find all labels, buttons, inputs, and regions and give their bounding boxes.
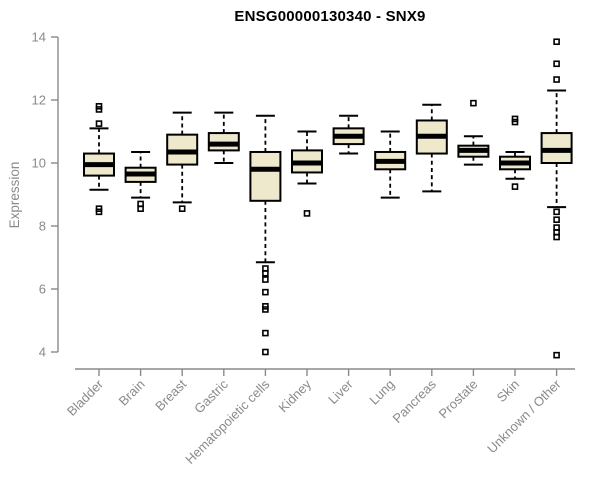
x-tick-label: Breast: [152, 376, 189, 413]
x-tick-label: Skin: [494, 377, 522, 405]
x-tick-label: Unknown / Other: [484, 376, 564, 456]
outlier-point: [511, 183, 519, 190]
outlier-point: [262, 348, 269, 356]
outlier-point: [553, 60, 560, 68]
boxplot-box-breast: [166, 111, 199, 212]
boxplot-box-lung: [374, 130, 407, 199]
outlier-point: [303, 210, 311, 217]
outlier-point: [178, 205, 186, 212]
outlier-point: [262, 306, 269, 313]
outlier-point: [262, 276, 269, 283]
y-tick-label: 10: [32, 156, 46, 171]
boxplot-box-pancreas: [415, 103, 448, 193]
y-axis-label: Expression: [7, 161, 22, 229]
outlier-point: [553, 76, 560, 83]
outlier-point: [553, 38, 560, 46]
x-tick-label: Brain: [116, 377, 148, 409]
outlier-point: [262, 269, 269, 277]
boxplot-box-liver: [332, 114, 365, 155]
x-tick-label: Gastric: [191, 376, 231, 416]
outlier-point: [553, 208, 560, 216]
boxplot-box-skin: [499, 115, 531, 190]
x-tick-label: Pancreas: [389, 376, 439, 426]
y-tick-label: 14: [32, 30, 46, 45]
iqr-box: [249, 150, 282, 202]
outlier-point: [95, 120, 103, 127]
y-tick-label: 6: [39, 282, 46, 297]
boxplot-box-kidney: [291, 130, 323, 217]
outlier-point: [470, 99, 477, 107]
x-tick-label: Liver: [325, 376, 356, 407]
outlier-point: [95, 106, 103, 113]
outlier-point: [262, 288, 269, 296]
outlier-point: [137, 205, 144, 212]
y-tick-label: 8: [39, 219, 46, 234]
boxplot-box-hematopoietic-cells: [249, 114, 282, 356]
outlier-point: [553, 351, 560, 359]
y-tick-label: 4: [39, 345, 46, 360]
boxplot-box-unknown-other: [540, 38, 573, 359]
x-tick-label: Prostate: [436, 377, 481, 422]
outlier-point: [262, 329, 269, 337]
x-tick-label: Lung: [366, 377, 397, 408]
chart-title: ENSG00000130340 - SNX9: [234, 8, 426, 25]
outlier-point: [95, 208, 103, 216]
outlier-point: [511, 118, 519, 126]
boxplot-box-prostate: [457, 99, 490, 166]
outlier-point: [553, 216, 560, 223]
boxplot-box-bladder: [83, 103, 115, 216]
y-tick-label: 12: [32, 93, 46, 108]
outlier-point: [553, 233, 560, 241]
boxplot-box-gastric: [207, 111, 240, 164]
x-tick-label: Bladder: [64, 376, 107, 419]
boxplot-box-brain: [124, 150, 157, 212]
x-tick-label: Kidney: [275, 376, 314, 415]
